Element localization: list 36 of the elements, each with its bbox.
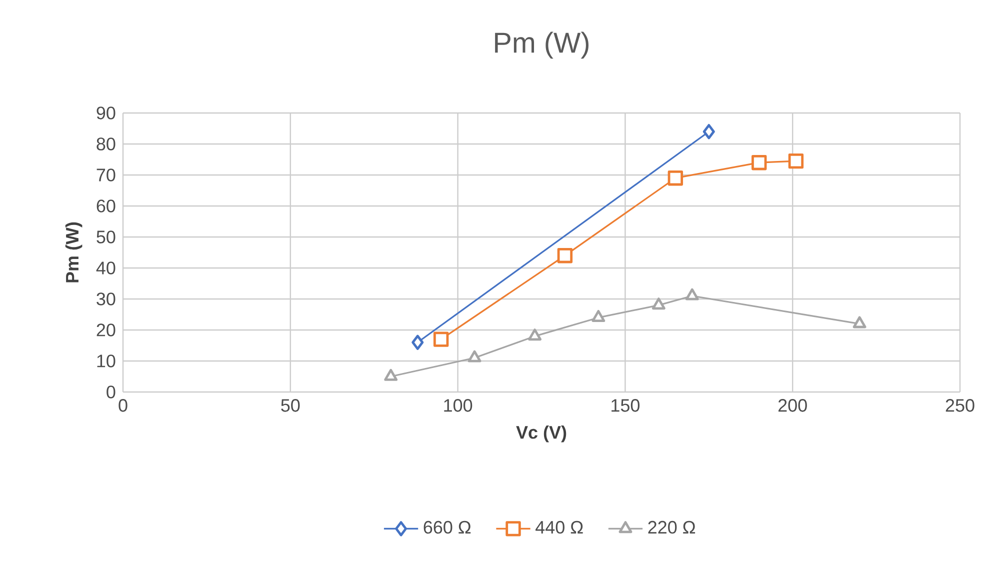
point bbox=[752, 154, 767, 170]
x-tick-label: 250 bbox=[946, 399, 974, 412]
point bbox=[412, 334, 424, 350]
point bbox=[592, 310, 606, 322]
point bbox=[652, 298, 666, 310]
y-tick-label: 30 bbox=[96, 292, 116, 306]
y-tick-label: 80 bbox=[96, 138, 116, 150]
point bbox=[852, 316, 866, 328]
x-tick-label: 50 bbox=[281, 399, 300, 412]
x-tick-label: 200 bbox=[778, 399, 807, 412]
legend-label: 440 Ω bbox=[536, 520, 583, 534]
x-tick-label: 100 bbox=[444, 399, 472, 412]
x-tick-label: 150 bbox=[612, 399, 640, 412]
y-tick-label: 40 bbox=[96, 262, 116, 274]
legend-label: 660 Ω bbox=[424, 520, 471, 534]
point bbox=[668, 170, 684, 186]
y-axis-title: Pm (W) bbox=[65, 222, 82, 282]
chart-title: Pm (W) bbox=[495, 32, 588, 59]
y-tick-label: 70 bbox=[96, 168, 116, 182]
y-tick-label: 0 bbox=[106, 386, 116, 398]
point bbox=[528, 328, 542, 341]
legend-label: 220 Ω bbox=[648, 520, 696, 534]
y-tick-label: 60 bbox=[96, 200, 116, 212]
point bbox=[384, 368, 398, 381]
point bbox=[788, 153, 804, 169]
y-tick-label: 50 bbox=[96, 230, 116, 244]
point bbox=[557, 248, 573, 264]
x-tick-label: 0 bbox=[118, 399, 128, 412]
y-tick-label: 90 bbox=[96, 106, 116, 120]
point bbox=[685, 288, 699, 300]
x-axis-title: Vc (V) bbox=[516, 426, 566, 442]
point bbox=[702, 124, 715, 140]
y-tick-label: 20 bbox=[96, 324, 116, 336]
point bbox=[433, 332, 449, 347]
point bbox=[468, 350, 482, 362]
y-tick-label: 10 bbox=[97, 354, 116, 368]
